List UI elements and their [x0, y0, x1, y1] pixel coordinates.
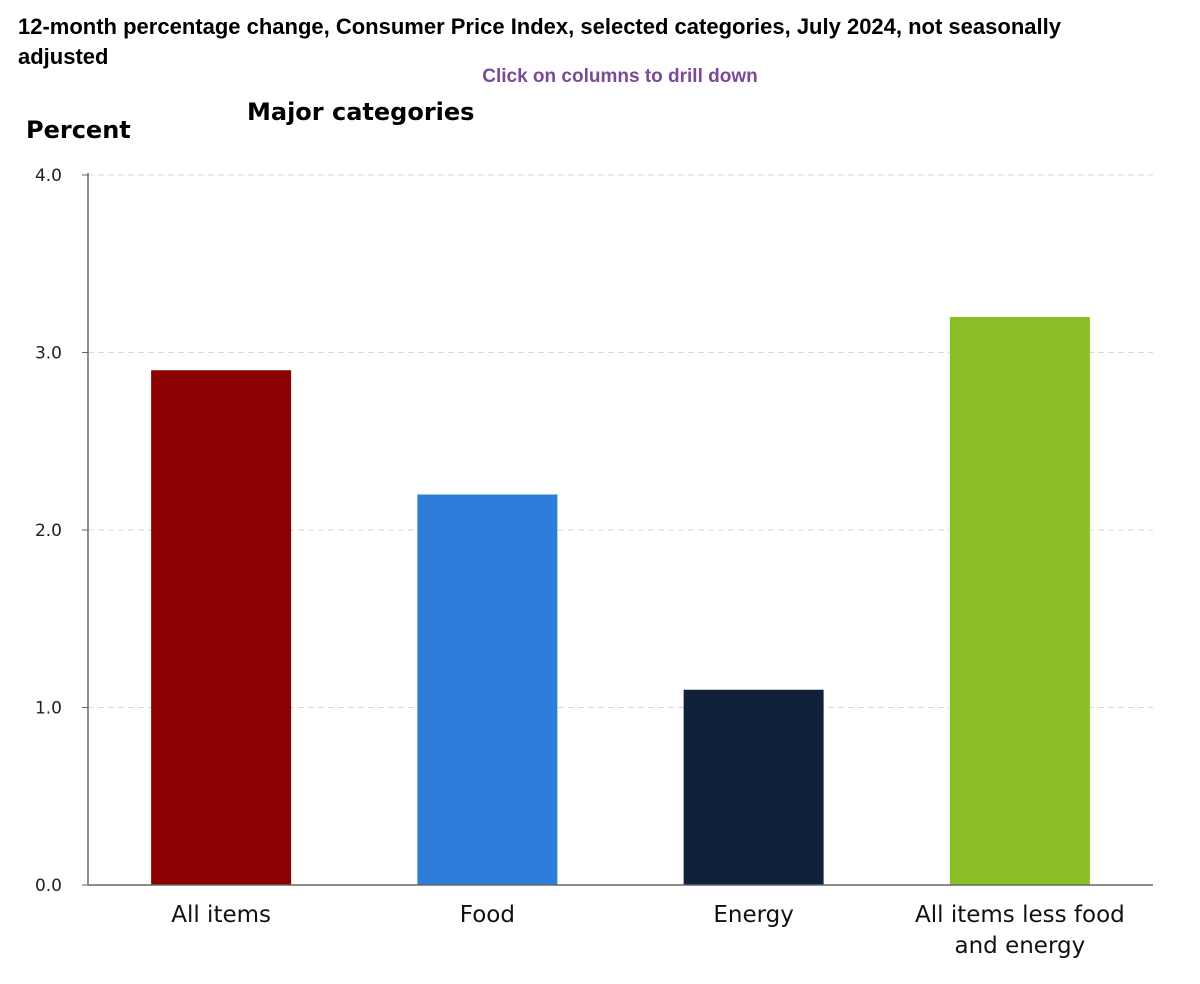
- chart-subtitle: Major categories: [247, 98, 475, 126]
- y-tick-label: 0.0: [35, 876, 62, 896]
- y-tick-label: 3.0: [35, 344, 62, 364]
- y-tick-label: 4.0: [35, 166, 62, 186]
- x-tick-label: Energy: [713, 902, 794, 928]
- y-tick-labels: 0.0 1.0 2.0 3.0 4.0: [35, 166, 62, 896]
- bar-food[interactable]: [417, 494, 558, 886]
- y-axis-label: Percent: [26, 116, 131, 144]
- bar-all-items-less-food-and-energy[interactable]: [949, 317, 1090, 885]
- x-tick-label: All items: [171, 902, 271, 928]
- axes: [82, 173, 1153, 886]
- drill-down-instruction: Click on columns to drill down: [482, 66, 758, 87]
- chart-title: 12-month percentage change, Consumer Pri…: [18, 14, 1061, 69]
- x-tick-label: Food: [460, 902, 515, 928]
- y-tick-label: 2.0: [35, 521, 62, 541]
- x-tick-label: and energy: [955, 933, 1086, 959]
- bars: [151, 317, 1090, 885]
- gridlines: [88, 174, 1153, 708]
- x-tick-label: All items less food: [915, 902, 1125, 928]
- bar-all-items[interactable]: [151, 370, 292, 885]
- bar-energy[interactable]: [683, 689, 824, 885]
- y-tick-label: 1.0: [35, 699, 62, 719]
- x-tick-labels: All items Food Energy All items less food an…: [171, 902, 1125, 959]
